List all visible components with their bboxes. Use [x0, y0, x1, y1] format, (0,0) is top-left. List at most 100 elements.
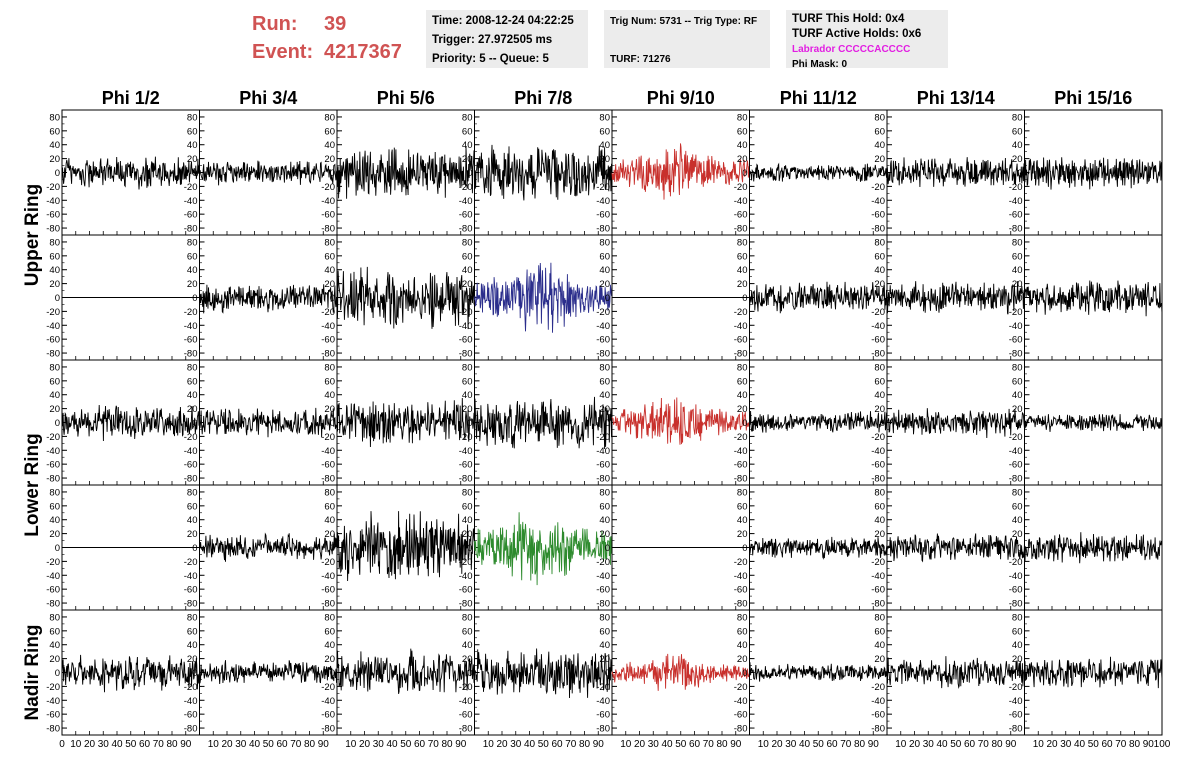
y-tick-label: -80	[871, 224, 885, 235]
x-tick-label: 10	[758, 739, 770, 750]
waveform-panel: -80 -60 -40 -20 0 20 40 60 80	[596, 359, 750, 486]
y-tick-label: 20	[1012, 529, 1023, 540]
column-header: Phi 15/16	[1054, 88, 1132, 108]
x-tick-label: 30	[98, 739, 110, 750]
panel-frame	[474, 484, 613, 611]
y-tick-label: 0	[742, 668, 747, 679]
y-tick-label: -80	[321, 724, 335, 735]
x-tick-label: 80	[579, 739, 591, 750]
y-tick-label: 20	[874, 279, 885, 290]
x-tick-label: 20	[634, 739, 646, 750]
waveform-panel: -80 -60 -40 -20 0 20 40 60 80	[184, 359, 338, 486]
y-tick-label: -80	[871, 349, 885, 360]
y-tick-label: 60	[49, 376, 60, 387]
y-tick-label: -20	[596, 557, 610, 568]
y-tick-label: 60	[1012, 626, 1023, 637]
time-text: Time: 2008-12-24 04:22:25	[432, 15, 574, 27]
y-tick-label: 40	[187, 265, 198, 276]
y-tick-label: -40	[734, 446, 748, 457]
event-value: 4217367	[324, 41, 402, 63]
y-tick-label: -60	[459, 335, 473, 346]
y-tick-label: -80	[1009, 599, 1023, 610]
y-tick-label: 40	[737, 140, 748, 151]
waveform-trace	[336, 511, 475, 582]
y-tick-label: -80	[459, 599, 473, 610]
y-tick-label: 0	[55, 293, 60, 304]
y-tick-label: 60	[599, 251, 610, 262]
y-tick-label: 20	[462, 404, 473, 415]
x-tick-label: 50	[675, 739, 687, 750]
x-tick-label: 30	[235, 739, 247, 750]
y-tick-label: 20	[1012, 404, 1023, 415]
waveform-panel: -80 -60 -40 -20 0 20 40 60 80	[46, 359, 200, 486]
y-tick-label: 0	[605, 668, 610, 679]
y-tick-label: -80	[184, 724, 198, 735]
y-tick-label: -40	[46, 696, 60, 707]
x-tick-label: 40	[524, 739, 536, 750]
y-tick-label: 60	[187, 126, 198, 137]
y-tick-label: -20	[596, 307, 610, 318]
y-tick-label: 20	[187, 154, 198, 165]
event-label: Event:	[252, 41, 314, 63]
y-tick-label: 0	[55, 668, 60, 679]
panel-frame	[611, 109, 750, 236]
y-tick-label: -40	[1009, 696, 1023, 707]
x-tick-label: 10	[1033, 739, 1045, 750]
waveform-panel: -80 -60 -40 -20 0 20 40 60 80	[596, 109, 750, 236]
y-tick-label: 0	[742, 543, 747, 554]
y-tick-label: 0	[192, 168, 197, 179]
y-tick-label: 80	[462, 612, 473, 623]
waveform-trace	[61, 654, 200, 693]
y-tick-label: 80	[599, 612, 610, 623]
y-tick-label: 0	[330, 543, 335, 554]
y-tick-label: 40	[737, 390, 748, 401]
y-tick-label: 20	[187, 654, 198, 665]
y-tick-label: -20	[734, 557, 748, 568]
waveform-trace	[1024, 157, 1163, 190]
y-tick-label: -60	[459, 210, 473, 221]
y-tick-label: 60	[599, 626, 610, 637]
y-tick-label: 80	[462, 237, 473, 248]
y-tick-label: 80	[1012, 487, 1023, 498]
y-tick-label: 0	[742, 418, 747, 429]
y-tick-label: -40	[321, 196, 335, 207]
y-tick-label: 20	[874, 154, 885, 165]
panel-frame	[886, 234, 1025, 361]
y-tick-label: -80	[871, 724, 885, 735]
y-tick-label: 40	[874, 265, 885, 276]
y-tick-label: 60	[1012, 376, 1023, 387]
x-tick-label: 50	[1088, 739, 1100, 750]
y-tick-label: -20	[46, 682, 60, 693]
y-tick-label: 20	[737, 654, 748, 665]
waveform-panel: -80 -60 -40 -20 0 20 40 60 80	[46, 109, 200, 236]
y-tick-label: -80	[734, 224, 748, 235]
y-tick-label: -80	[871, 599, 885, 610]
waveform-panel: -80 -60 -40 -20 0 20 40 60 80	[459, 484, 613, 611]
y-tick-label: 40	[462, 140, 473, 151]
waveform-trace	[336, 146, 475, 199]
x-tick-label: 60	[276, 739, 288, 750]
y-tick-label: 60	[599, 501, 610, 512]
y-tick-label: 80	[599, 487, 610, 498]
column-header: Phi 5/6	[377, 88, 435, 108]
waveform-trace	[199, 160, 338, 186]
y-tick-label: -20	[321, 307, 335, 318]
y-tick-label: 40	[49, 140, 60, 151]
y-tick-label: 40	[324, 640, 335, 651]
y-tick-label: -40	[1009, 571, 1023, 582]
y-tick-label: 40	[1012, 265, 1023, 276]
waveform-panel: -80 -60 -40 -20 0 20 40 60 80	[734, 359, 888, 486]
y-tick-label: 40	[599, 515, 610, 526]
x-tick-label: 20	[771, 739, 783, 750]
run-line: Run: 39	[252, 10, 422, 38]
y-tick-label: 80	[324, 112, 335, 123]
x-tick-label: 20	[909, 739, 921, 750]
y-tick-label: -80	[1009, 224, 1023, 235]
waveform-panel: -80 -60 -40 -20 0 20 40 60 80	[46, 484, 200, 611]
y-tick-label: -20	[734, 182, 748, 193]
y-tick-label: -40	[459, 321, 473, 332]
y-tick-label: -40	[734, 696, 748, 707]
turf-panel: TURF This Hold: 0x4 TURF Active Holds: 0…	[786, 10, 948, 70]
